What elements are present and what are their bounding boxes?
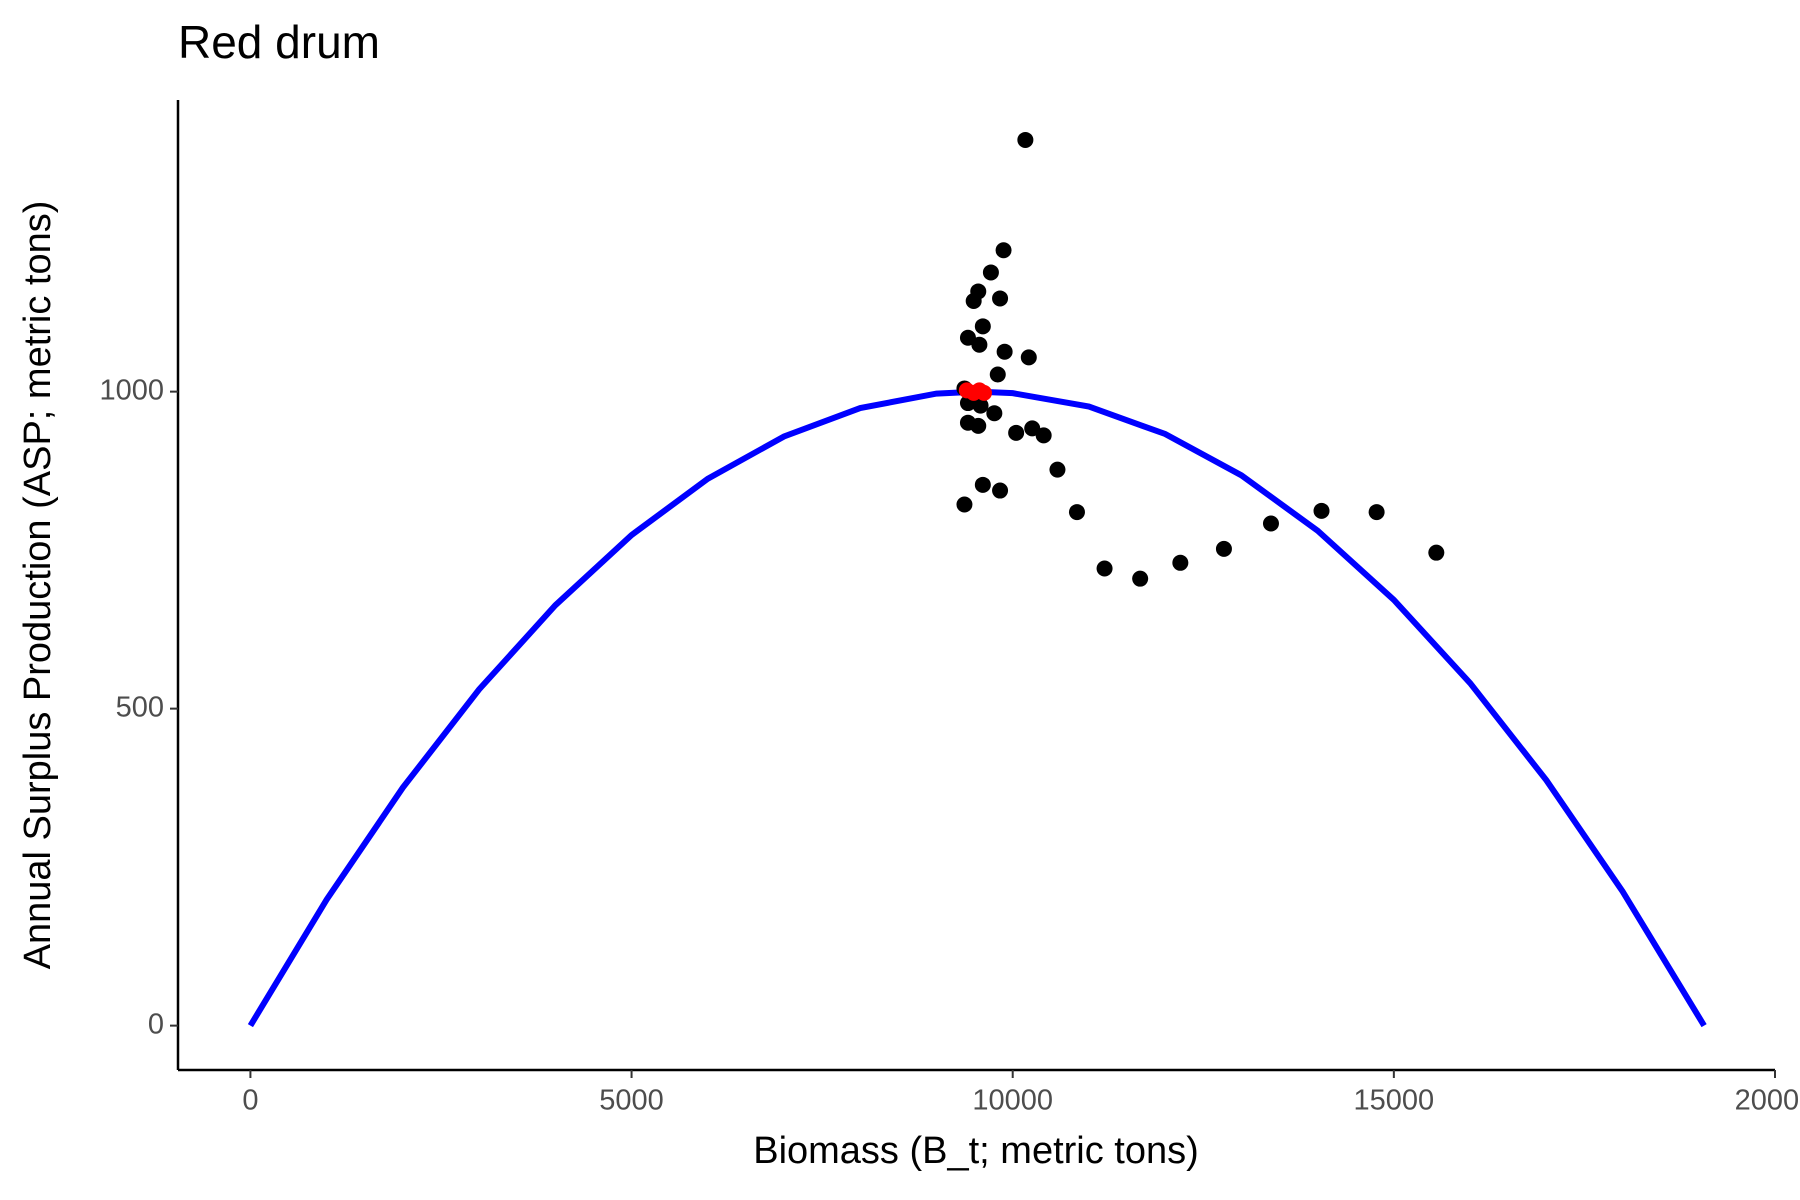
point: [974, 476, 991, 493]
point: [1024, 420, 1041, 437]
point: [1096, 560, 1113, 577]
x-tick-label: 15000: [1354, 1085, 1435, 1117]
x-tick-label: 10000: [972, 1085, 1053, 1117]
point: [971, 336, 988, 353]
point: [972, 397, 989, 414]
point: [959, 329, 976, 346]
point: [956, 496, 973, 513]
point: [1017, 131, 1034, 148]
x-tick-label: 0: [242, 1085, 258, 1117]
y-axis-title: Annual Surplus Production (ASP; metric t…: [17, 201, 59, 970]
point: [992, 482, 1009, 499]
point: [986, 405, 1003, 422]
point: [1035, 427, 1052, 444]
point: [965, 292, 982, 309]
point: [970, 417, 987, 434]
point: [1215, 540, 1232, 557]
point: [1008, 424, 1025, 441]
point: [1049, 461, 1066, 478]
point: [974, 318, 991, 335]
point: [982, 264, 999, 281]
point: [1313, 502, 1330, 519]
point: [1172, 554, 1189, 571]
point: [989, 366, 1006, 383]
point: [996, 343, 1013, 360]
chart-title: Red drum: [178, 16, 380, 68]
x-axis-title: Biomass (B_t; metric tons): [753, 1130, 1199, 1172]
point: [1262, 515, 1279, 532]
point: [971, 382, 988, 399]
point: [992, 290, 1009, 307]
point: [1020, 349, 1037, 366]
point: [1368, 504, 1385, 521]
point: [1068, 504, 1085, 521]
y-tick-label: 500: [116, 691, 164, 723]
x-tick-label: 5000: [599, 1085, 664, 1117]
point: [995, 242, 1012, 259]
y-tick-label: 0: [148, 1008, 164, 1040]
point: [1428, 544, 1445, 561]
y-tick-label: 1000: [99, 374, 164, 406]
point: [1132, 570, 1149, 587]
